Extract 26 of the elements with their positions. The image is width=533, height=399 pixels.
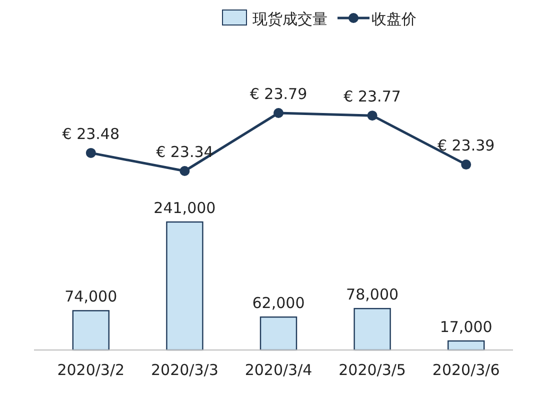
x-tick-label: 2020/3/3 <box>151 361 218 379</box>
x-tick-label: 2020/3/4 <box>244 361 312 379</box>
bar <box>72 310 110 351</box>
legend-label: 收盘价 <box>372 10 416 28</box>
point <box>367 110 378 121</box>
data-label: € 23.34 <box>156 143 214 161</box>
data-label: 241,000 <box>154 199 216 217</box>
bar <box>354 308 391 351</box>
x-tick-label: 2020/3/6 <box>432 361 500 379</box>
data-label: 78,000 <box>346 286 399 304</box>
data-label: € 23.48 <box>62 124 120 143</box>
x-tick-label: 2020/3/2 <box>57 361 125 379</box>
legend-label: 现货成交量 <box>252 10 328 28</box>
point <box>180 166 190 176</box>
data-label: 74,000 <box>64 288 118 306</box>
x-tick-label: 2020/3/5 <box>338 361 406 379</box>
data-label: € 23.39 <box>437 136 495 155</box>
point <box>274 108 284 118</box>
point <box>461 160 472 170</box>
data-label: 17,000 <box>440 318 492 336</box>
data-label: € 23.79 <box>250 85 308 103</box>
bar <box>260 316 298 351</box>
data-label: € 23.77 <box>344 88 401 106</box>
bar <box>166 221 204 351</box>
point <box>86 148 96 158</box>
data-label: 62,000 <box>252 294 305 312</box>
